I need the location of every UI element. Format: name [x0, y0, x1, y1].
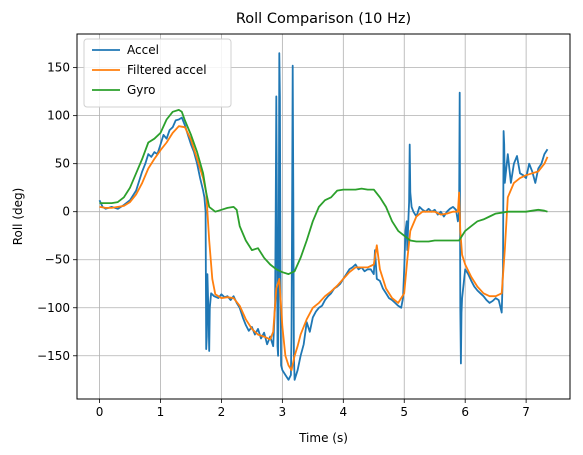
chart-title: Roll Comparison (10 Hz) — [236, 11, 411, 27]
y-axis-ticks: −150 −100 −50 0 50 100 150 — [37, 61, 77, 363]
series-lines — [98, 52, 549, 381]
legend-label: Filtered accel — [127, 63, 207, 77]
x-tick-label: 2 — [218, 405, 226, 419]
x-tick-label: 1 — [157, 405, 165, 419]
y-tick-label: −100 — [37, 301, 70, 315]
x-tick-label: 3 — [279, 405, 287, 419]
x-axis-title: Time (s) — [298, 431, 348, 445]
y-tick-label: −50 — [45, 253, 70, 267]
y-tick-label: 150 — [47, 61, 70, 75]
x-axis-ticks: 0 1 2 3 4 5 6 7 — [96, 399, 530, 419]
x-tick-label: 4 — [339, 405, 347, 419]
y-axis-title: Roll (deg) — [11, 188, 25, 246]
series-line-filtered-accel — [99, 125, 549, 372]
x-tick-label: 5 — [400, 405, 408, 419]
legend-label: Accel — [127, 43, 159, 57]
series-line-gyro — [99, 109, 548, 275]
y-tick-label: 50 — [55, 157, 70, 171]
grid — [77, 34, 570, 399]
x-tick-label: 0 — [96, 405, 104, 419]
legend-box — [83, 38, 232, 108]
y-tick-label: 0 — [62, 205, 70, 219]
series-line-accel — [98, 52, 549, 381]
x-tick-label: 6 — [461, 405, 469, 419]
y-tick-label: −150 — [37, 349, 70, 363]
legend: Accel Filtered accel Gyro — [83, 38, 232, 108]
x-tick-label: 7 — [522, 405, 530, 419]
plot-frame — [76, 33, 571, 400]
legend-label: Gyro — [127, 83, 155, 97]
y-tick-label: 100 — [47, 109, 70, 123]
